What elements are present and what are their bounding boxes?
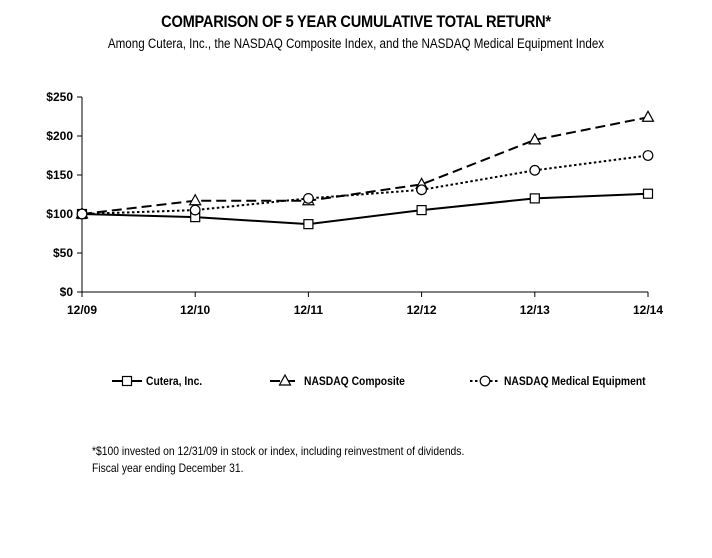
data-point xyxy=(303,192,314,204)
data-point xyxy=(641,110,655,122)
data-point xyxy=(303,219,314,230)
y-tick-label: $0 xyxy=(60,285,74,299)
y-tick-label: $50 xyxy=(53,246,73,260)
x-tick-label: 12/13 xyxy=(520,303,550,317)
legend-marker xyxy=(278,373,292,386)
series-2 xyxy=(75,110,655,219)
series-3 xyxy=(76,150,654,220)
x-tick-label: 12/09 xyxy=(67,303,97,317)
legend-item-3: NASDAQ Medical Equipment xyxy=(470,375,646,388)
y-tick-label: $150 xyxy=(46,168,73,182)
data-point xyxy=(642,188,654,199)
data-point xyxy=(529,193,540,204)
x-tick-label: 12/12 xyxy=(407,303,437,317)
legend-item-2: NASDAQ Composite xyxy=(270,373,405,388)
data-point xyxy=(416,184,428,196)
y-tick-label: $200 xyxy=(46,129,73,143)
series-1 xyxy=(76,188,654,230)
series-line xyxy=(81,192,649,226)
data-point xyxy=(76,208,88,220)
chart-axes: $0 $50 $100 $150 $200 $250 12/09 12/10 12/11 12/1… xyxy=(46,90,663,317)
data-point xyxy=(416,205,427,216)
chart-title: COMPARISON OF 5 YEAR CUMULATIVE TOTAL RE… xyxy=(161,12,551,31)
legend-item-1: Cutera, Inc. xyxy=(112,375,202,388)
data-point xyxy=(188,193,202,206)
legend-label: Cutera, Inc. xyxy=(146,375,202,388)
footnote-line-2: Fiscal year ending December 31. xyxy=(92,461,244,475)
legend-marker xyxy=(479,375,491,387)
y-tick-label: $100 xyxy=(46,207,73,221)
data-point xyxy=(189,204,201,216)
legend-marker xyxy=(121,375,133,387)
chart-series xyxy=(75,110,655,230)
data-point xyxy=(528,132,542,145)
footnote: *$100 invested on 12/31/09 in stock or i… xyxy=(92,443,464,477)
data-point xyxy=(529,164,541,176)
x-tick-label: 12/14 xyxy=(633,303,663,317)
data-point xyxy=(642,150,654,161)
series-line xyxy=(81,116,649,215)
y-tick-label: $250 xyxy=(46,90,73,104)
x-tick-label: 12/11 xyxy=(294,303,324,317)
legend-label: NASDAQ Medical Equipment xyxy=(504,375,646,388)
chart-legend: Cutera, Inc. NASDAQ Composite NASDAQ Medic… xyxy=(112,373,646,388)
chart-subtitle: Among Cutera, Inc., the NASDAQ Composite… xyxy=(107,36,605,51)
series-line xyxy=(81,154,649,215)
footnote-line-1: *$100 invested on 12/31/09 in stock or i… xyxy=(92,444,465,458)
legend-label: NASDAQ Composite xyxy=(304,375,405,388)
x-tick-label: 12/10 xyxy=(180,303,210,317)
